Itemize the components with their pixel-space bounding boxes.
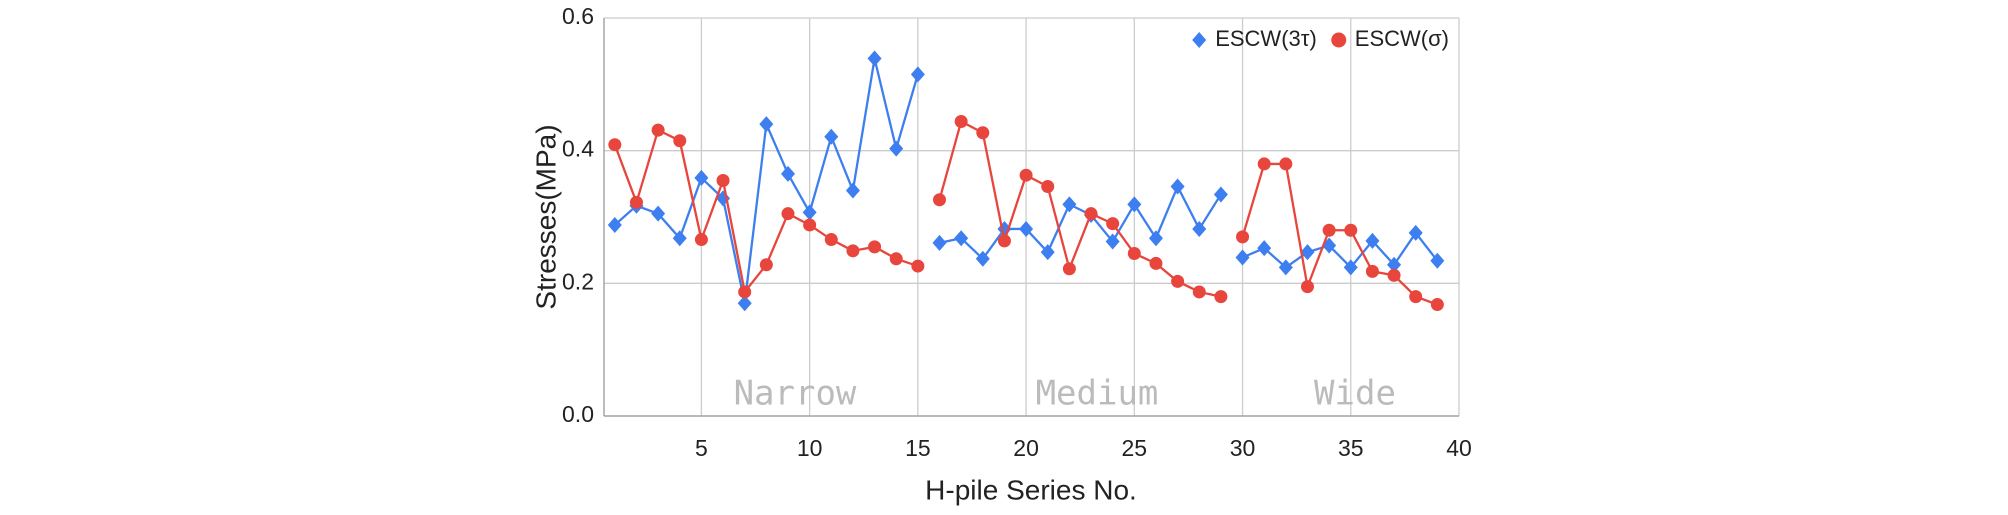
- marker: [803, 218, 817, 232]
- annotation: Medium: [1036, 374, 1159, 414]
- marker: [1257, 157, 1271, 171]
- x-tick-label: 5: [695, 435, 708, 461]
- legend-label: ESCW(σ): [1355, 26, 1449, 51]
- marker: [716, 174, 730, 188]
- marker: [802, 204, 817, 221]
- y-tick-label: 0.2: [562, 268, 594, 294]
- marker: [1149, 256, 1163, 270]
- annotation: Wide: [1314, 374, 1396, 414]
- x-axis-title: H-pile Series No.: [925, 474, 1137, 505]
- marker: [1365, 232, 1380, 249]
- marker: [1430, 252, 1445, 269]
- y-tick-label: 0.6: [562, 3, 594, 29]
- marker: [651, 123, 665, 137]
- marker: [1343, 259, 1358, 276]
- x-tick-label: 15: [905, 435, 931, 461]
- y-tick-label: 0.0: [562, 401, 594, 427]
- marker: [1300, 244, 1315, 261]
- marker: [1192, 285, 1206, 299]
- marker: [1365, 264, 1379, 278]
- marker: [889, 140, 904, 157]
- y-tick-label: 0.4: [562, 136, 594, 162]
- annotation: Narrow: [734, 374, 857, 414]
- marker: [737, 295, 752, 312]
- marker: [889, 252, 903, 266]
- x-tick-label: 40: [1446, 435, 1472, 461]
- marker: [1278, 259, 1293, 276]
- marker: [932, 234, 947, 251]
- marker: [1062, 196, 1077, 213]
- marker: [781, 207, 795, 221]
- marker: [1171, 274, 1185, 288]
- legend-marker: [1331, 32, 1347, 48]
- marker: [1430, 298, 1444, 312]
- marker: [1387, 268, 1401, 282]
- x-tick-label: 20: [1013, 435, 1039, 461]
- marker: [1127, 246, 1141, 260]
- marker: [868, 240, 882, 254]
- marker: [1409, 290, 1423, 304]
- marker: [1062, 262, 1076, 276]
- marker: [780, 165, 795, 182]
- marker: [867, 50, 882, 67]
- marker: [673, 134, 687, 148]
- marker: [1148, 230, 1163, 247]
- x-tick-label: 25: [1122, 435, 1148, 461]
- marker: [1214, 290, 1228, 304]
- marker: [1127, 196, 1142, 213]
- marker: [1322, 223, 1336, 237]
- marker: [1408, 224, 1423, 241]
- marker: [824, 128, 839, 145]
- marker: [694, 169, 709, 186]
- marker: [1019, 220, 1034, 237]
- marker: [759, 258, 773, 272]
- marker: [1041, 179, 1055, 193]
- x-tick-label: 30: [1230, 435, 1256, 461]
- marker: [1192, 220, 1207, 237]
- marker: [1106, 217, 1120, 231]
- x-tick-label: 35: [1338, 435, 1364, 461]
- marker: [694, 233, 708, 247]
- marker: [672, 230, 687, 247]
- x-tick-label: 10: [797, 435, 823, 461]
- marker: [1084, 207, 1098, 221]
- marker: [738, 285, 752, 299]
- marker: [1170, 178, 1185, 195]
- marker: [933, 193, 947, 207]
- marker: [954, 114, 968, 128]
- legend-label: ESCW(3τ): [1215, 26, 1317, 51]
- y-axis-title: Stresses(MPa): [530, 124, 561, 309]
- marker: [651, 205, 666, 222]
- marker: [1019, 168, 1033, 182]
- marker: [1236, 230, 1250, 244]
- marker: [846, 244, 860, 258]
- marker: [911, 259, 925, 273]
- marker: [1040, 244, 1055, 261]
- marker: [629, 195, 643, 209]
- marker: [1387, 256, 1402, 273]
- marker: [997, 234, 1011, 248]
- marker: [607, 216, 622, 233]
- marker: [976, 126, 990, 140]
- marker: [824, 233, 838, 247]
- marker: [975, 250, 990, 267]
- marker: [1344, 223, 1358, 237]
- legend-marker: [1192, 32, 1207, 48]
- marker: [1105, 233, 1120, 250]
- marker: [1257, 240, 1272, 257]
- marker: [845, 182, 860, 199]
- marker: [910, 66, 925, 83]
- marker: [954, 230, 969, 247]
- marker: [1213, 186, 1228, 203]
- marker: [1300, 280, 1314, 294]
- marker: [1235, 249, 1250, 266]
- marker: [759, 116, 774, 133]
- marker: [1279, 157, 1293, 171]
- marker: [608, 138, 622, 152]
